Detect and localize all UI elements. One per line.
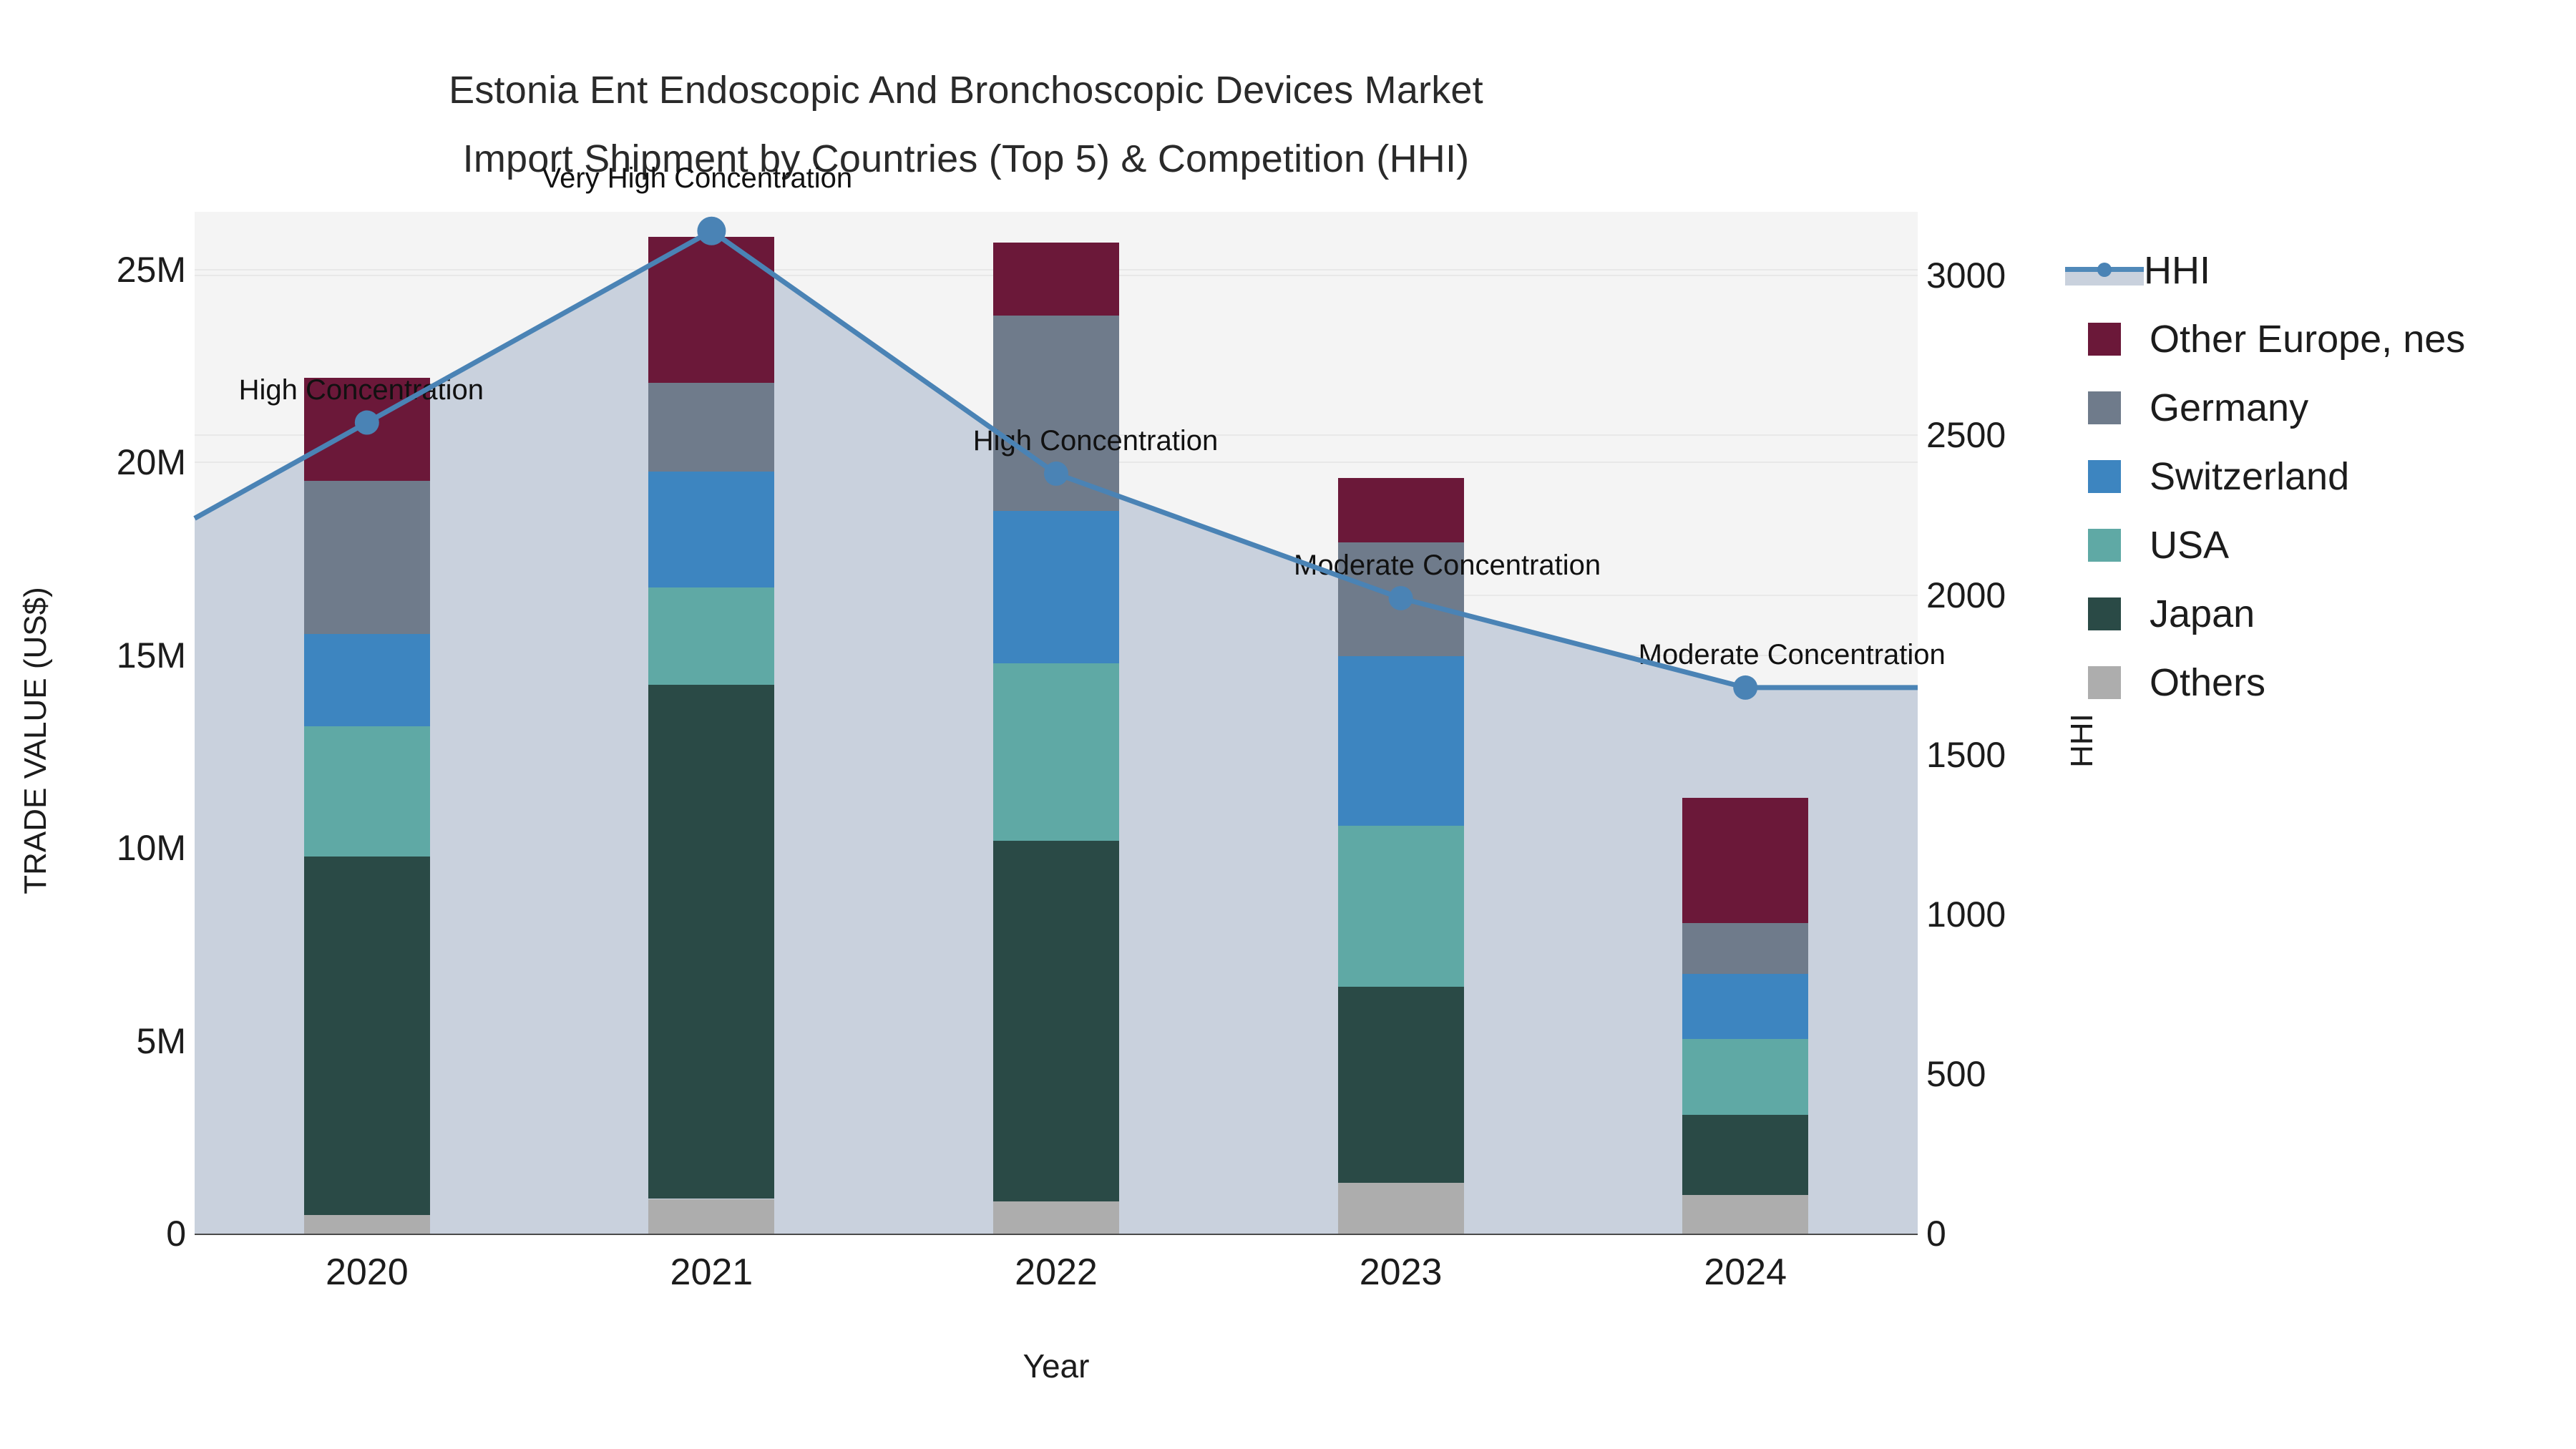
bar-segment[interactable]	[1682, 1115, 1809, 1196]
y-axis-right-tick-label: 1000	[1926, 894, 2006, 935]
bar-segment[interactable]	[648, 1199, 775, 1234]
y-axis-left-tick-label: 0	[166, 1214, 186, 1254]
y-axis-right-tick-label: 2000	[1926, 575, 2006, 615]
bar-segment[interactable]	[1337, 477, 1464, 543]
legend-label: Switzerland	[2150, 455, 2350, 498]
bar-segment[interactable]	[993, 1201, 1119, 1234]
x-axis-title: Year	[1023, 1347, 1090, 1385]
annotation-2020: High Concentration	[238, 374, 484, 406]
legend-label: Other Europe, nes	[2150, 318, 2466, 361]
bar-segment[interactable]	[1337, 987, 1464, 1183]
bar-segment[interactable]	[648, 472, 775, 587]
legend-label: USA	[2150, 524, 2230, 567]
bar-group-2024[interactable]	[1682, 212, 1809, 1234]
legend-swatch-icon	[2088, 597, 2121, 630]
x-axis-tick-label-2024: 2024	[1704, 1252, 1787, 1293]
annotation-2022: High Concentration	[972, 424, 1219, 457]
annotation-2021: Very High Concentration	[542, 162, 853, 194]
bar-group-2022[interactable]	[993, 212, 1119, 1234]
x-axis-tick-label-2022: 2022	[1015, 1252, 1098, 1293]
bar-group-2021[interactable]	[648, 212, 775, 1234]
bar-segment[interactable]	[303, 481, 430, 634]
y-axis-left-title: TRADE VALUE (US$)	[18, 587, 53, 894]
x-axis-tick-label-2023: 2023	[1359, 1252, 1443, 1293]
bar-segment[interactable]	[993, 316, 1119, 512]
legend-swatch-icon	[2088, 666, 2121, 699]
legend-item[interactable]: Japan	[2088, 580, 2560, 648]
bar-segment[interactable]	[648, 383, 775, 472]
bar-segment[interactable]	[1337, 655, 1464, 826]
legend-swatch-icon	[2088, 391, 2121, 424]
bar-segment[interactable]	[1682, 1195, 1809, 1234]
annotation-2023: Moderate Concentration	[1294, 549, 1601, 581]
chart-title-line-2: Import Shipment by Countries (Top 5) & C…	[462, 137, 1470, 180]
legend-label: Japan	[2150, 592, 2255, 635]
legend-item[interactable]: Other Europe, nes	[2088, 305, 2560, 374]
y-axis-right-tick-label: 2500	[1926, 415, 2006, 456]
x-axis-tick-label-2020: 2020	[325, 1252, 409, 1293]
bar-segment[interactable]	[993, 840, 1119, 1202]
legend: HHI Other Europe, nes Germany Switzerland U…	[2065, 236, 2560, 717]
y-axis-left-tick-label: 10M	[116, 828, 186, 869]
annotation-2024: Moderate Concentration	[1638, 638, 1946, 670]
bar-segment[interactable]	[303, 726, 430, 857]
legend-item[interactable]: Switzerland	[2088, 442, 2560, 511]
chart-title-line-1: Estonia Ent Endoscopic And Bronchoscopic…	[449, 69, 1483, 112]
legend-label: Germany	[2150, 386, 2309, 429]
bar-group-2023[interactable]	[1337, 212, 1464, 1234]
bar-group-2020[interactable]	[303, 212, 430, 1234]
bar-segment[interactable]	[648, 685, 775, 1199]
bar-segment[interactable]	[303, 633, 430, 726]
x-axis-tick-label-2021: 2021	[670, 1252, 753, 1293]
y-axis-left-tick-label: 15M	[116, 635, 186, 675]
bar-segment[interactable]	[648, 587, 775, 686]
bar-segment[interactable]	[303, 856, 430, 1216]
legend-item[interactable]: USA	[2088, 511, 2560, 580]
legend-label-hhi: HHI	[2144, 249, 2210, 292]
legend-series-items: Other Europe, nes Germany Switzerland USA Ja…	[2088, 305, 2560, 717]
y-axis-left-tick-label: 25M	[116, 249, 186, 290]
bar-segment[interactable]	[1337, 1182, 1464, 1234]
bar-segment[interactable]	[1682, 923, 1809, 974]
legend-swatch-icon	[2088, 460, 2121, 493]
y-axis-right-ticks: 0 500 1000 1500 2000 2500 3000	[1926, 0, 2141, 1449]
y-axis-left-tick-label: 20M	[116, 442, 186, 483]
y-axis-right-tick-label: 1500	[1926, 734, 2006, 775]
legend-swatch-icon	[2088, 529, 2121, 562]
bar-segment[interactable]	[993, 243, 1119, 316]
bar-segment[interactable]	[648, 237, 775, 384]
bar-segment[interactable]	[303, 1215, 430, 1234]
hhi-line-icon	[2065, 254, 2144, 287]
bar-segment[interactable]	[993, 663, 1119, 841]
y-axis-left-tick-label: 5M	[136, 1020, 186, 1061]
bar-segment[interactable]	[1682, 1039, 1809, 1116]
legend-label: Others	[2150, 661, 2266, 704]
bar-segment[interactable]	[1682, 798, 1809, 924]
legend-swatch-icon	[2088, 323, 2121, 356]
chart-title: Estonia Ent Endoscopic And Bronchoscopic…	[0, 56, 1932, 193]
legend-item[interactable]: Germany	[2088, 374, 2560, 442]
legend-item-hhi[interactable]: HHI	[2065, 236, 2560, 305]
y-axis-right-tick-label: 3000	[1926, 255, 2006, 296]
legend-item[interactable]: Others	[2088, 648, 2560, 717]
bar-segment[interactable]	[1682, 973, 1809, 1040]
bar-segment[interactable]	[1337, 825, 1464, 987]
y-axis-right-tick-label: 500	[1926, 1053, 1986, 1094]
bar-segment[interactable]	[993, 511, 1119, 663]
y-axis-left-ticks: 0 5M 10M 15M 20M 25M	[0, 0, 187, 1449]
y-axis-right-tick-label: 0	[1926, 1214, 1946, 1254]
